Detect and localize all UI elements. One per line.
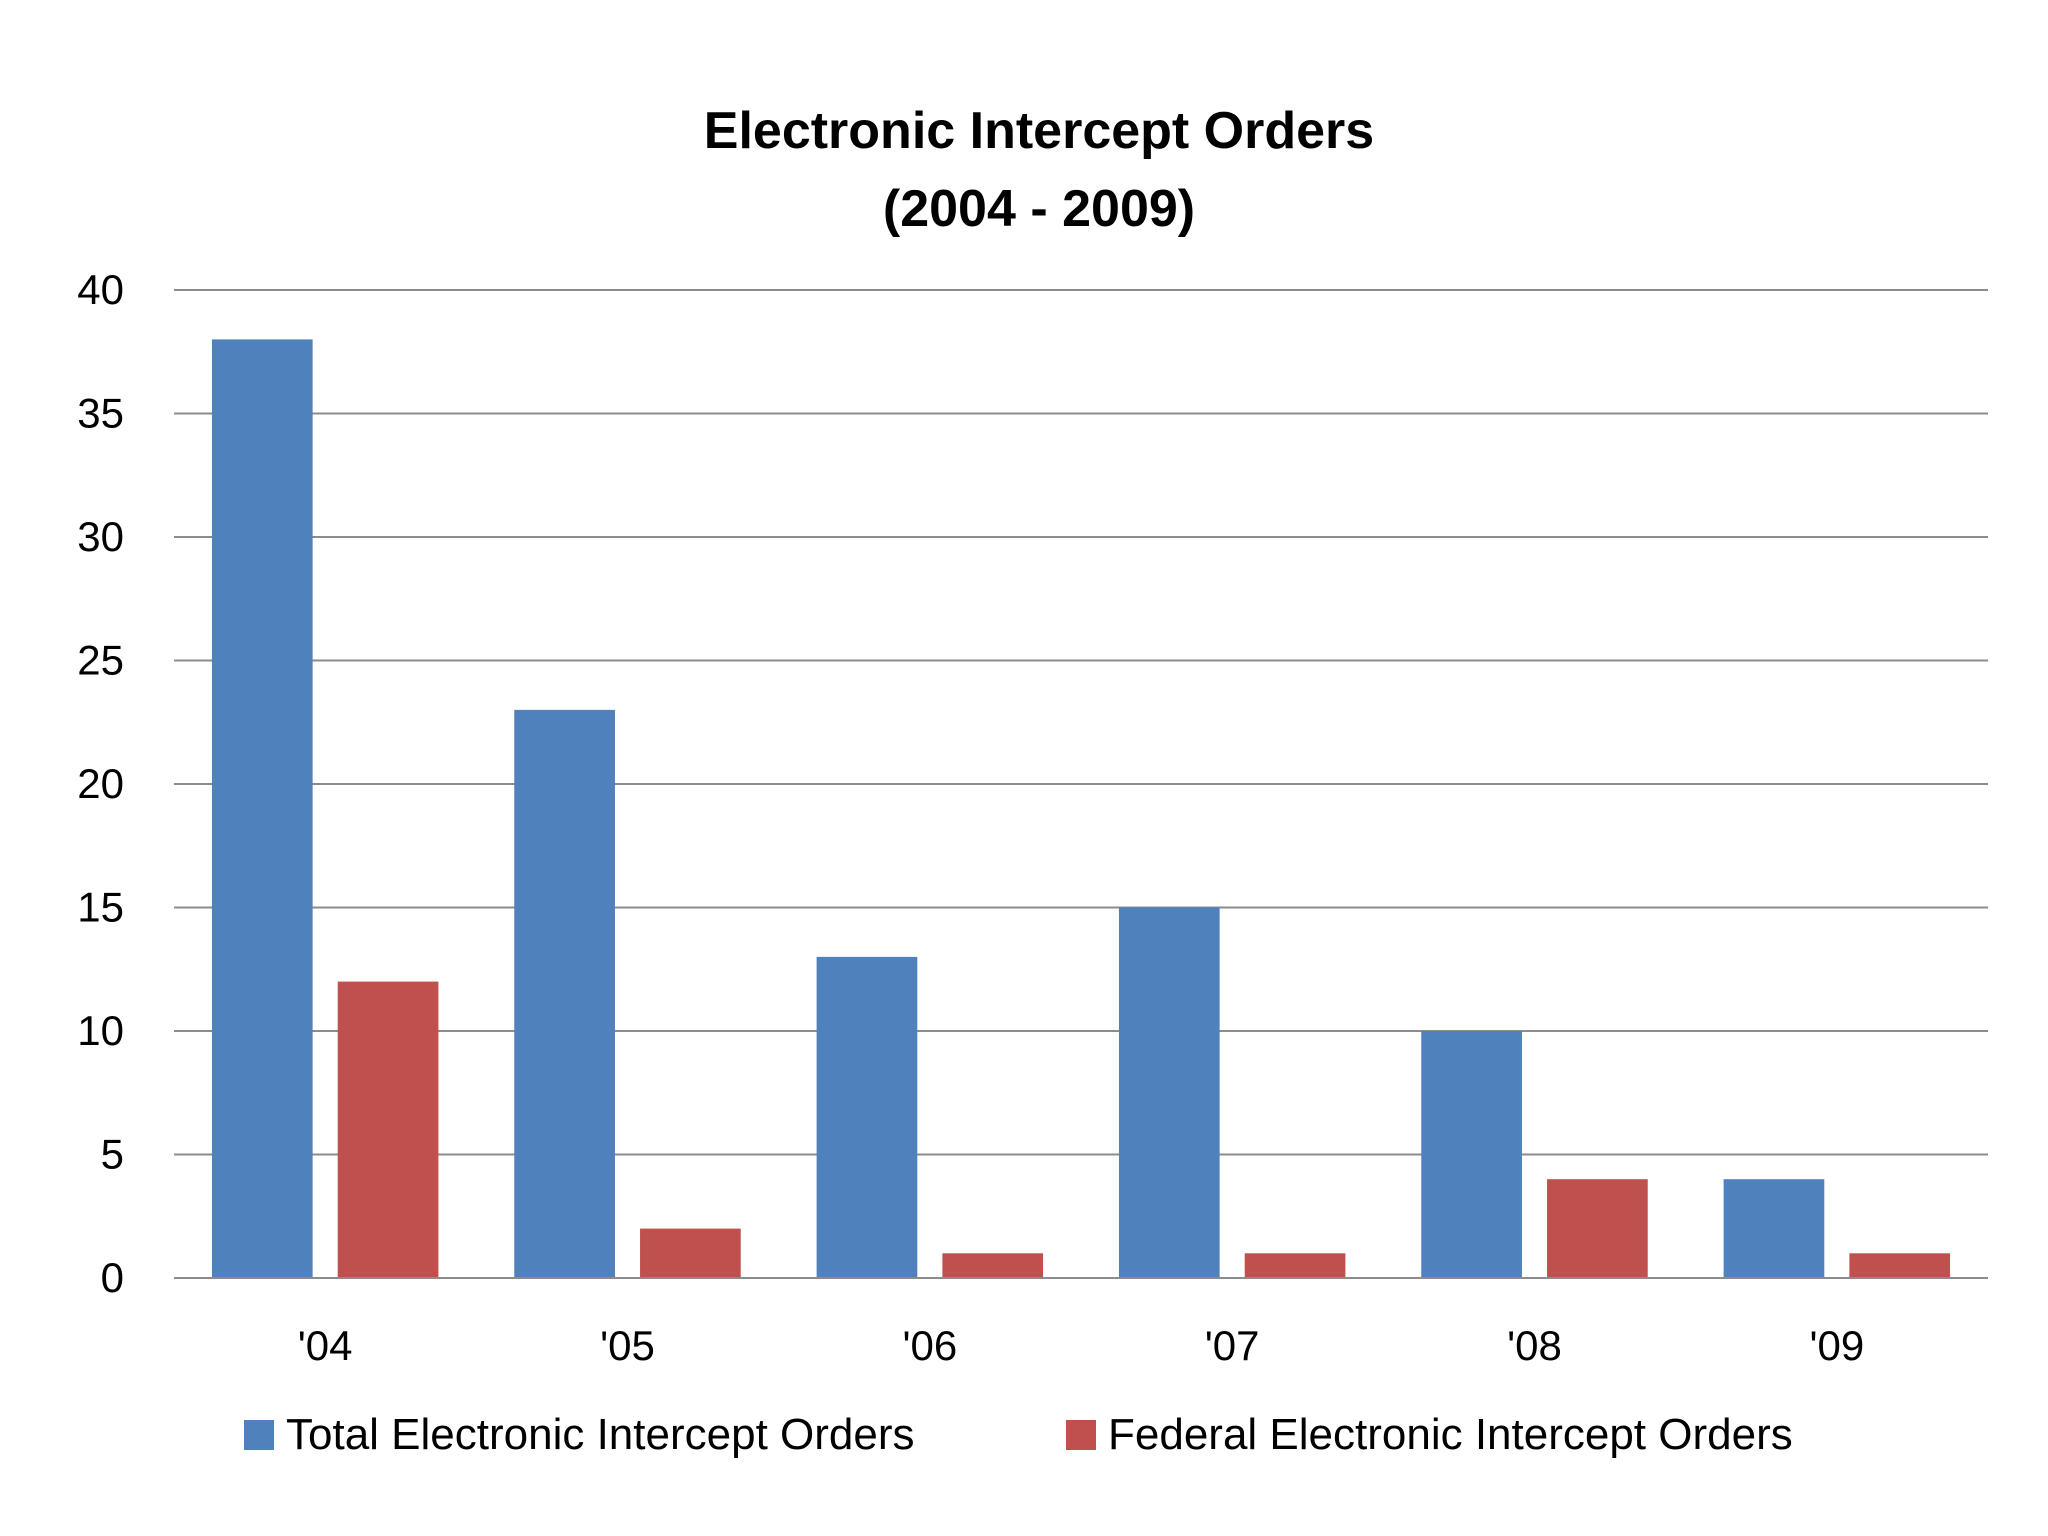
- x-tick-label-05: '05: [600, 1322, 655, 1369]
- bar-federal-05: [640, 1228, 741, 1278]
- x-tick-label-09: '09: [1809, 1322, 1864, 1369]
- bar-total-09: [1723, 1179, 1825, 1278]
- bar-federal-04: [337, 981, 439, 1278]
- chart-title: Electronic Intercept Orders (2004 - 2009): [704, 102, 1374, 238]
- y-tick-label-30: 30: [77, 513, 124, 560]
- legend-swatch-total: [244, 1420, 274, 1450]
- y-tick-label-20: 20: [77, 760, 124, 807]
- x-tick-label-07: '07: [1205, 1322, 1260, 1369]
- x-tick-label-06: '06: [902, 1322, 957, 1369]
- bar-total-05: [514, 709, 615, 1278]
- gridlines: [174, 289, 1988, 1156]
- x-axis-ticks: '04 '05 '06 '07 '08 '09: [298, 1322, 1864, 1369]
- legend-label-federal: Federal Electronic Intercept Orders: [1108, 1410, 1793, 1459]
- bar-federal-08: [1547, 1179, 1648, 1278]
- x-tick-label-04: '04: [298, 1322, 353, 1369]
- legend-item-total: Total Electronic Intercept Orders: [244, 1410, 914, 1459]
- bar-federal-07: [1244, 1253, 1346, 1278]
- y-tick-label-25: 25: [77, 637, 124, 684]
- y-tick-label-5: 5: [101, 1131, 124, 1178]
- y-tick-label-10: 10: [77, 1007, 124, 1054]
- y-tick-label-35: 35: [77, 390, 124, 437]
- y-tick-label-0: 0: [101, 1254, 124, 1301]
- legend-swatch-federal: [1066, 1420, 1096, 1450]
- y-tick-label-15: 15: [77, 884, 124, 931]
- bar-total-04: [211, 339, 313, 1278]
- bar-total-07: [1118, 907, 1220, 1278]
- bar-total-08: [1421, 1031, 1522, 1278]
- legend: Total Electronic Intercept Orders Federal…: [244, 1410, 1793, 1459]
- bar-federal-06: [942, 1253, 1044, 1278]
- bars: [211, 339, 1951, 1278]
- bar-federal-09: [1849, 1253, 1951, 1278]
- legend-item-federal: Federal Electronic Intercept Orders: [1066, 1410, 1793, 1459]
- chart-title-line-1: Electronic Intercept Orders: [704, 102, 1374, 160]
- bar-total-06: [816, 956, 918, 1278]
- y-axis-ticks: 0 5 10 15 20 25 30 35 40: [77, 266, 124, 1301]
- chart-title-line-2: (2004 - 2009): [883, 180, 1195, 238]
- x-tick-label-08: '08: [1507, 1322, 1562, 1369]
- y-tick-label-40: 40: [77, 266, 124, 313]
- legend-label-total: Total Electronic Intercept Orders: [286, 1410, 914, 1459]
